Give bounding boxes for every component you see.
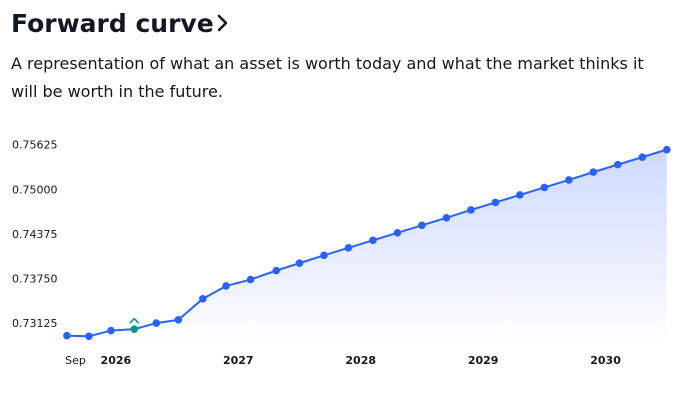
page-subtitle: A representation of what an asset is wor… xyxy=(11,54,644,101)
data-point[interactable] xyxy=(491,198,500,207)
data-point[interactable] xyxy=(320,251,328,260)
data-point[interactable] xyxy=(369,236,377,245)
data-point[interactable] xyxy=(614,160,622,169)
x-tick-label: 2026 xyxy=(101,354,132,367)
data-point[interactable] xyxy=(246,275,255,284)
header: Forward curve A representation of what a… xyxy=(11,6,666,106)
x-tick-label: Sep xyxy=(65,354,86,367)
data-point[interactable] xyxy=(198,295,207,303)
x-tick-label: 2030 xyxy=(590,354,621,367)
data-point[interactable] xyxy=(152,319,161,327)
chevron-up-icon xyxy=(129,317,140,324)
data-point[interactable] xyxy=(516,191,524,199)
y-tick-label: 0.75625 xyxy=(12,139,58,152)
data-point[interactable] xyxy=(107,326,115,335)
data-point[interactable] xyxy=(222,282,230,290)
data-point[interactable] xyxy=(174,316,183,324)
data-point[interactable] xyxy=(589,168,598,176)
data-point[interactable] xyxy=(344,243,353,252)
y-axis: 0.75625 0.75000 0.74375 0.73750 0.73125 xyxy=(12,139,58,330)
data-point[interactable] xyxy=(442,214,451,222)
x-tick-label: 2028 xyxy=(345,354,376,367)
forward-curve-title-link[interactable]: Forward curve xyxy=(11,6,229,42)
data-point[interactable] xyxy=(63,331,71,340)
y-tick-label: 0.73750 xyxy=(12,272,58,285)
data-point-highlighted[interactable] xyxy=(130,325,139,333)
x-tick-label: 2029 xyxy=(468,354,499,367)
data-point[interactable] xyxy=(272,266,281,275)
data-point[interactable] xyxy=(295,259,304,267)
data-point[interactable] xyxy=(540,183,549,192)
area-fill-layer xyxy=(66,149,667,342)
data-point[interactable] xyxy=(638,153,647,161)
data-point[interactable] xyxy=(467,206,475,214)
x-tick-label: 2027 xyxy=(223,354,254,367)
y-tick-label: 0.75000 xyxy=(12,183,58,196)
chevron-right-icon xyxy=(217,14,229,36)
data-point[interactable] xyxy=(418,221,426,230)
data-point[interactable] xyxy=(85,332,93,341)
x-axis: Sep 2026 2027 2028 2029 2030 xyxy=(65,354,621,367)
data-point[interactable] xyxy=(393,228,402,237)
data-point-layer xyxy=(63,145,671,341)
page-title: Forward curve xyxy=(11,9,214,38)
data-point[interactable] xyxy=(565,176,573,184)
y-tick-label: 0.73125 xyxy=(12,317,58,330)
y-tick-label: 0.74375 xyxy=(12,228,58,241)
area-fill xyxy=(66,149,667,342)
data-point[interactable] xyxy=(662,145,671,154)
